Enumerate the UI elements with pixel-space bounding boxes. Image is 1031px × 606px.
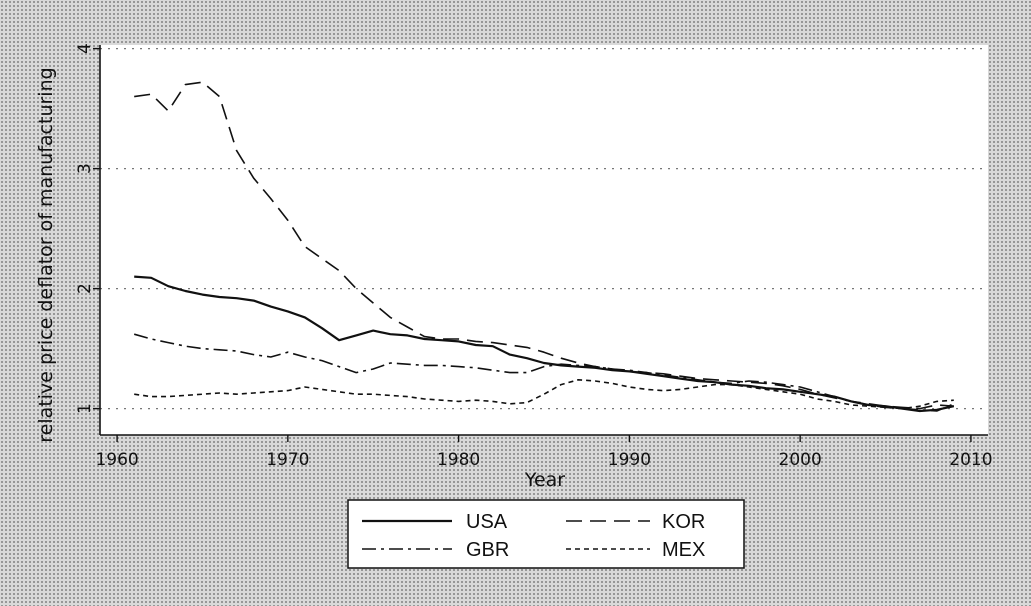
y-tick-label: 3 xyxy=(75,163,95,174)
x-axis-title: Year xyxy=(524,469,565,491)
legend-label-gbr: GBR xyxy=(466,539,509,561)
y-tick-label: 4 xyxy=(75,43,95,54)
legend-label-mex: MEX xyxy=(662,539,705,561)
x-tick-label: 1990 xyxy=(608,450,651,470)
x-tick-label: 2000 xyxy=(779,450,822,470)
x-tick-label: 1970 xyxy=(266,450,309,470)
series-lines xyxy=(133,81,955,413)
y-axis-title: relative price deflator of manufacturing xyxy=(35,67,57,442)
series-line-gbr xyxy=(133,333,955,412)
y-tick-label: 1 xyxy=(75,403,95,414)
series-line-usa xyxy=(134,275,955,413)
legend-label-usa: USA xyxy=(466,511,508,533)
y-tick-label: 2 xyxy=(75,283,95,294)
series-line-kor xyxy=(134,81,954,410)
x-tick-label: 1980 xyxy=(437,450,480,470)
legend-label-kor: KOR xyxy=(662,511,705,533)
x-tick-label: 2010 xyxy=(949,450,992,470)
x-tick-label: 1960 xyxy=(95,450,138,470)
legend: USA KOR GBR MEX xyxy=(347,499,745,569)
legend-box xyxy=(347,499,745,569)
axis-ticks: 1 2 3 4 1960 1970 1980 1990 2000 2010 xyxy=(75,43,993,470)
series-line-mex xyxy=(134,378,954,410)
plot-area xyxy=(100,45,988,435)
